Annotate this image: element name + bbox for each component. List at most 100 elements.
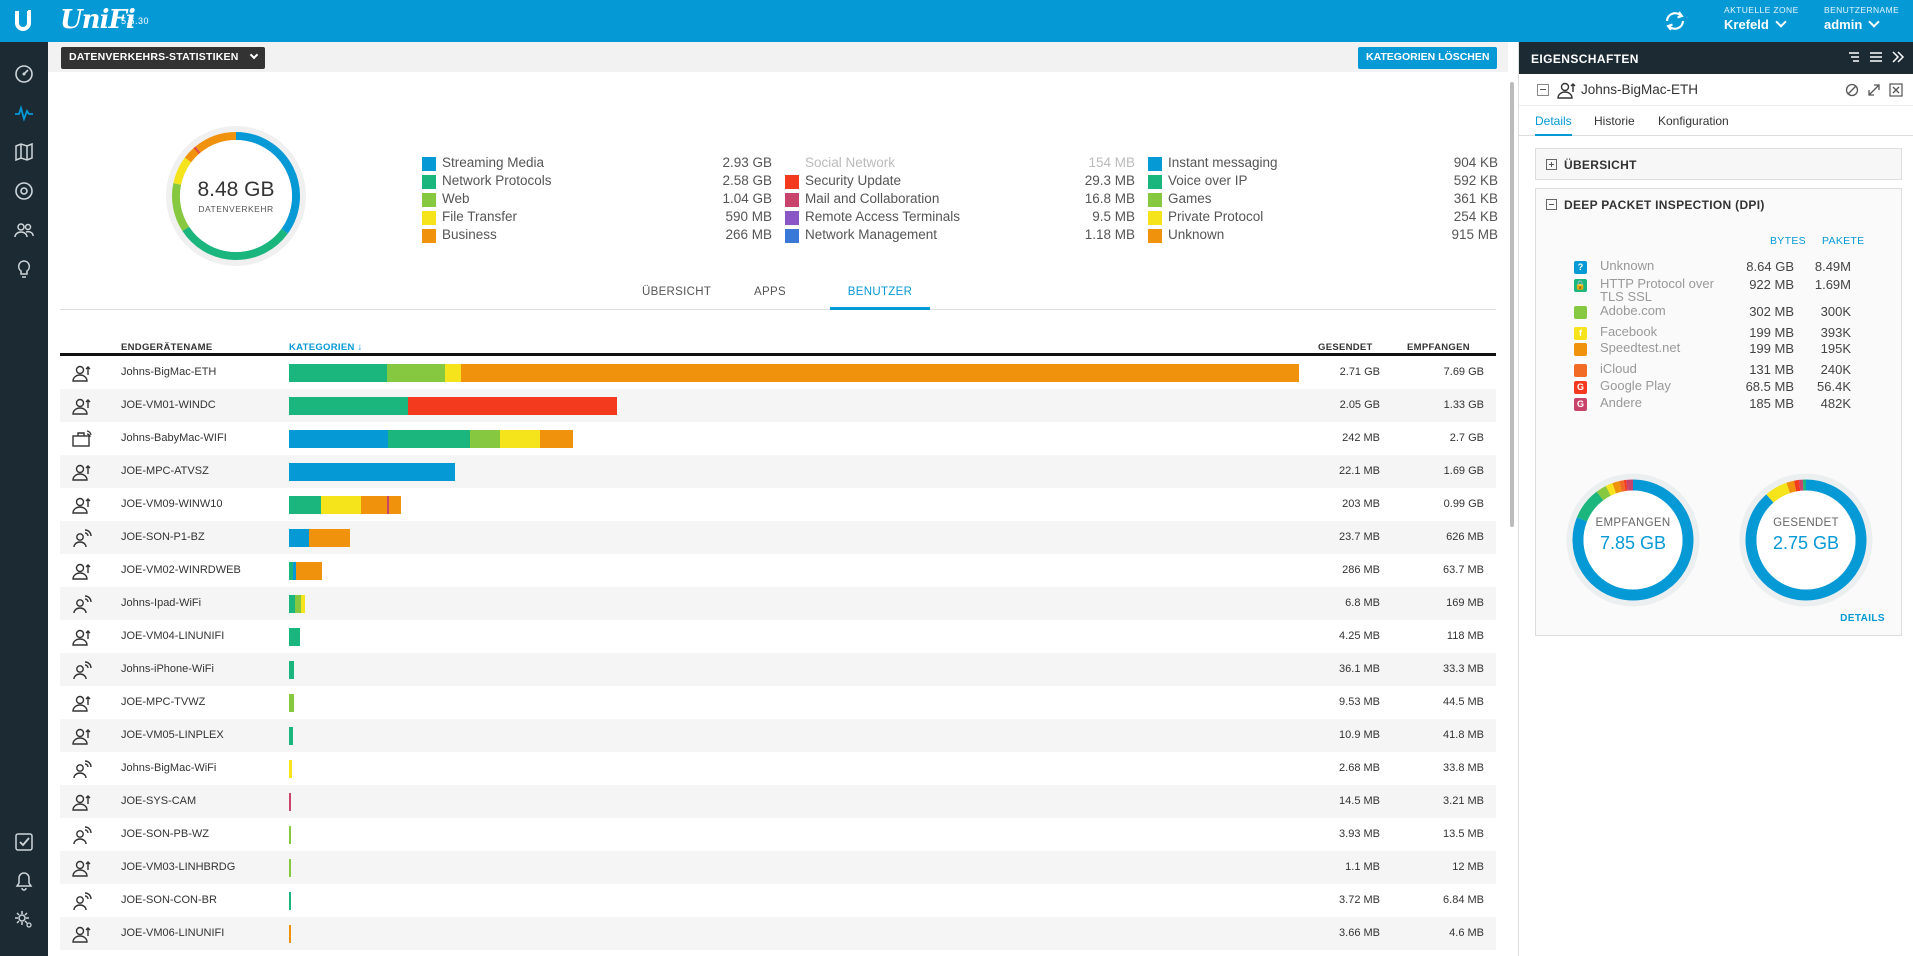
alerts-icon[interactable] — [12, 869, 36, 893]
category-legend-item[interactable]: Games 361 KB — [1148, 191, 1498, 209]
table-row[interactable]: JOE-VM03-LINHBRDG 1.1 MB 12 MB — [60, 851, 1496, 884]
details-link[interactable]: DETAILS — [1840, 613, 1885, 624]
collapse-panel-icon[interactable] — [1891, 50, 1905, 64]
device-name[interactable]: JOE-VM03-LINHBRDG — [121, 861, 236, 873]
device-name[interactable]: JOE-MPC-ATVSZ — [121, 465, 209, 477]
category-legend-item[interactable]: Business 266 MB — [422, 227, 772, 245]
ring-segment[interactable] — [1619, 480, 1626, 492]
table-row[interactable]: JOE-VM09-WINW10 203 MB 0.99 GB — [60, 488, 1496, 521]
category-bar-segment[interactable] — [289, 694, 294, 712]
ring-segment[interactable] — [172, 183, 190, 231]
category-legend-item[interactable]: Network Management 1.18 MB — [785, 227, 1135, 245]
category-bar-segment[interactable] — [289, 661, 294, 679]
category-legend-item[interactable]: Security Update 29.3 MB — [785, 173, 1135, 191]
category-bar-segment[interactable] — [289, 529, 309, 547]
scrollbar[interactable] — [1510, 82, 1514, 527]
category-bar-segment[interactable] — [289, 760, 292, 778]
device-name[interactable]: Johns-iPhone-WiFi — [121, 663, 214, 675]
ring-segment[interactable] — [182, 226, 288, 260]
ring-segment[interactable] — [1786, 480, 1797, 494]
table-row[interactable]: JOE-VM02-WINRDWEB 286 MB 63.7 MB — [60, 554, 1496, 587]
device-name[interactable]: JOE-VM05-LINPLEX — [121, 729, 224, 741]
ring-segment[interactable] — [235, 132, 300, 234]
device-name[interactable]: JOE-VM02-WINRDWEB — [121, 564, 241, 576]
category-legend-item[interactable]: Web 1.04 GB — [422, 191, 772, 209]
device-name[interactable]: JOE-SYS-CAM — [121, 795, 197, 807]
ring-segment[interactable] — [194, 146, 201, 154]
device-name[interactable]: Johns-Ipad-WiFi — [121, 597, 202, 609]
device-name[interactable]: JOE-VM01-WINDC — [121, 399, 216, 411]
category-legend-item[interactable]: Social Network 154 MB — [785, 155, 1135, 173]
ring-segment[interactable] — [184, 148, 199, 163]
column-sent[interactable]: GESENDET — [1318, 342, 1373, 353]
ring-segment[interactable] — [1596, 485, 1611, 501]
table-row[interactable]: JOE-SON-P1-BZ 23.7 MB 626 MB — [60, 521, 1496, 554]
ring-segment[interactable] — [173, 157, 192, 185]
category-bar-segment[interactable] — [389, 496, 401, 514]
settings-icon[interactable] — [12, 908, 36, 932]
tab-details[interactable]: Details — [1535, 114, 1572, 136]
ubiquiti-logo-icon[interactable] — [10, 8, 36, 34]
tab-overview[interactable]: ÜBERSICHT — [642, 286, 712, 298]
category-legend-item[interactable]: Mail and Collaboration 16.8 MB — [785, 191, 1135, 209]
ring-segment[interactable] — [1605, 483, 1617, 496]
category-bar-segment[interactable] — [500, 430, 540, 448]
category-bar-segment[interactable] — [387, 364, 445, 382]
device-name[interactable]: JOE-VM06-LINUNIFI — [121, 927, 225, 939]
table-row[interactable]: JOE-MPC-ATVSZ 22.1 MB 1.69 GB — [60, 455, 1496, 488]
category-bar-segment[interactable] — [387, 496, 389, 514]
device-name[interactable]: JOE-VM04-LINUNIFI — [121, 630, 225, 642]
ring-segment[interactable] — [195, 132, 237, 153]
tasks-icon[interactable] — [12, 830, 36, 854]
clear-categories-button[interactable]: KATEGORIEN LÖSCHEN — [1358, 47, 1498, 69]
category-legend-item[interactable]: Instant messaging 904 KB — [1148, 155, 1498, 173]
device-name[interactable]: Johns-BigMac-ETH — [121, 366, 217, 378]
device-name[interactable]: Johns-BabyMac-WIFI — [121, 432, 227, 444]
category-bar-segment[interactable] — [408, 397, 617, 415]
device-name[interactable]: JOE-SON-PB-WZ — [121, 828, 209, 840]
table-row[interactable]: JOE-SON-PB-WZ 3.93 MB 13.5 MB — [60, 818, 1496, 851]
tab-history[interactable]: Historie — [1594, 114, 1635, 128]
insights-icon[interactable] — [12, 257, 36, 281]
category-bar-segment[interactable] — [293, 562, 296, 580]
table-row[interactable]: JOE-VM06-LINUNIFI 3.66 MB 4.6 MB — [60, 917, 1496, 950]
ring-segment[interactable] — [1612, 481, 1622, 494]
ring-segment[interactable] — [1576, 491, 1604, 522]
category-bar-segment[interactable] — [301, 595, 305, 613]
category-bar-segment[interactable] — [289, 364, 387, 382]
column-categories[interactable]: KATEGORIEN ↓ — [289, 342, 363, 353]
menu-icon[interactable] — [1869, 50, 1883, 64]
category-legend-item[interactable]: Network Protocols 2.58 GB — [422, 173, 772, 191]
tab-users[interactable]: BENUTZER — [830, 286, 930, 310]
category-bar-segment[interactable] — [289, 727, 293, 745]
category-bar-segment[interactable] — [321, 496, 361, 514]
table-row[interactable]: JOE-VM05-LINPLEX 10.9 MB 41.8 MB — [60, 719, 1496, 752]
category-bar-segment[interactable] — [388, 430, 470, 448]
statistics-icon[interactable] — [12, 101, 36, 125]
ring-segment[interactable] — [1572, 479, 1694, 601]
statistics-view-dropdown[interactable]: DATENVERKEHRS-STATISTIKEN — [61, 47, 265, 69]
category-bar-segment[interactable] — [289, 793, 291, 811]
category-legend-item[interactable]: Streaming Media 2.93 GB — [422, 155, 772, 173]
device-name[interactable]: Johns-BigMac-WiFi — [121, 762, 217, 774]
device-name[interactable]: JOE-MPC-TVWZ — [121, 696, 206, 708]
user-menu[interactable]: BENUTZERNAME admin — [1824, 5, 1899, 32]
ring-segment[interactable] — [1793, 479, 1801, 492]
category-bar-segment[interactable] — [289, 463, 455, 481]
expand-icon[interactable] — [1867, 83, 1881, 97]
table-row[interactable]: JOE-VM04-LINUNIFI 4.25 MB 118 MB — [60, 620, 1496, 653]
category-bar-segment[interactable] — [289, 892, 291, 910]
device-name[interactable]: JOE-SON-CON-BR — [121, 894, 217, 906]
category-bar-segment[interactable] — [289, 925, 291, 943]
category-legend-item[interactable]: Private Protocol 254 KB — [1148, 209, 1498, 227]
column-received[interactable]: EMPFANGEN — [1407, 342, 1470, 353]
category-bar-segment[interactable] — [470, 430, 500, 448]
map-icon[interactable] — [12, 140, 36, 164]
category-bar-segment[interactable] — [309, 529, 350, 547]
table-row[interactable]: Johns-Ipad-WiFi 6.8 MB 169 MB — [60, 587, 1496, 620]
table-row[interactable]: Johns-BigMac-ETH 2.71 GB 7.69 GB — [60, 356, 1496, 389]
category-bar-segment[interactable] — [289, 859, 291, 877]
category-bar-segment[interactable] — [461, 364, 1299, 382]
ring-segment[interactable] — [193, 147, 200, 155]
block-icon[interactable] — [1845, 83, 1859, 97]
